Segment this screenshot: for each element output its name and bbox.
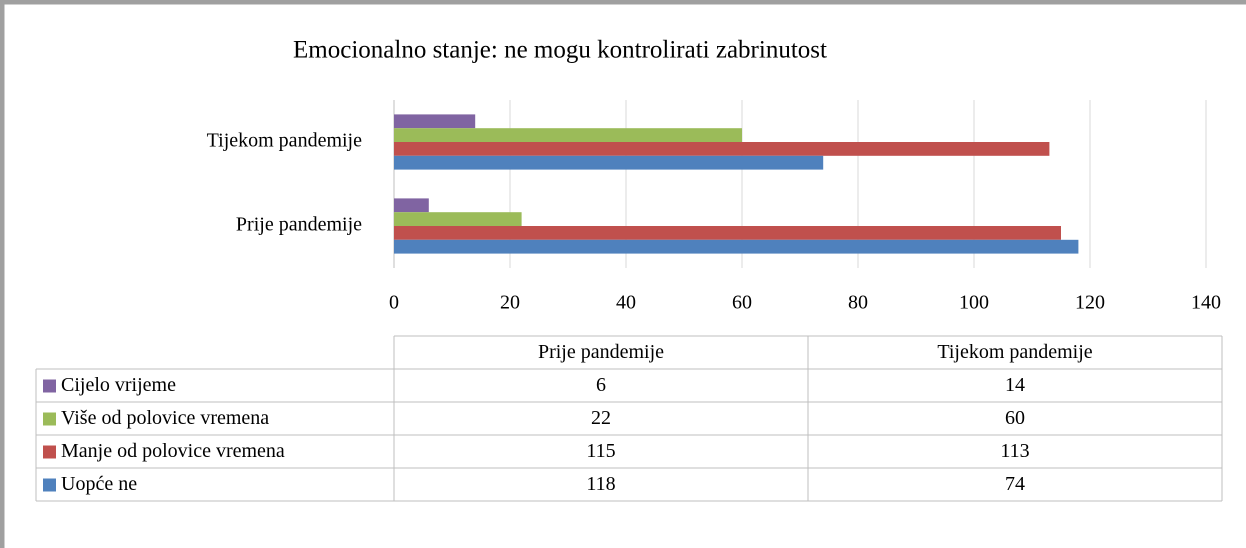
y-tick-label: Prije pandemije	[236, 214, 362, 236]
bar	[394, 212, 522, 226]
bar	[394, 198, 429, 213]
legend-key	[43, 412, 56, 426]
legend-key	[43, 478, 56, 492]
chart-title: Emocionalno stanje: ne mogu kontrolirati…	[293, 37, 827, 64]
x-tick-label: 140	[1191, 292, 1221, 314]
table-value: 60	[1005, 407, 1025, 429]
x-tick-label: 100	[959, 292, 989, 314]
x-tick-label: 60	[732, 292, 752, 314]
bar	[394, 114, 476, 129]
bar	[394, 128, 742, 142]
legend-label: Cijelo vrijeme	[61, 374, 176, 396]
table-value: 113	[1000, 440, 1029, 462]
bar	[394, 142, 1050, 156]
bar	[394, 155, 824, 170]
x-tick-label: 0	[389, 292, 399, 314]
bar	[394, 239, 1079, 254]
table-header: Tijekom pandemije	[937, 341, 1092, 363]
table-value: 14	[1005, 374, 1025, 396]
table-value: 22	[591, 407, 611, 429]
x-tick-label: 120	[1075, 292, 1105, 314]
table-value: 115	[586, 440, 615, 462]
legend-label: Više od polovice vremena	[61, 407, 269, 429]
y-tick-label: Tijekom pandemije	[207, 130, 362, 152]
legend-key	[43, 445, 56, 459]
bar	[394, 226, 1061, 240]
legend-label: Uopće ne	[61, 473, 137, 495]
table-value: 6	[596, 374, 606, 396]
x-tick-label: 80	[848, 292, 868, 314]
table-value: 118	[586, 473, 615, 495]
legend-label: Manje od polovice vremena	[61, 440, 285, 462]
table-header: Prije pandemije	[538, 341, 664, 363]
x-tick-label: 20	[500, 292, 520, 314]
table-value: 74	[1005, 473, 1025, 495]
x-tick-label: 40	[616, 292, 636, 314]
legend-key	[43, 379, 56, 393]
